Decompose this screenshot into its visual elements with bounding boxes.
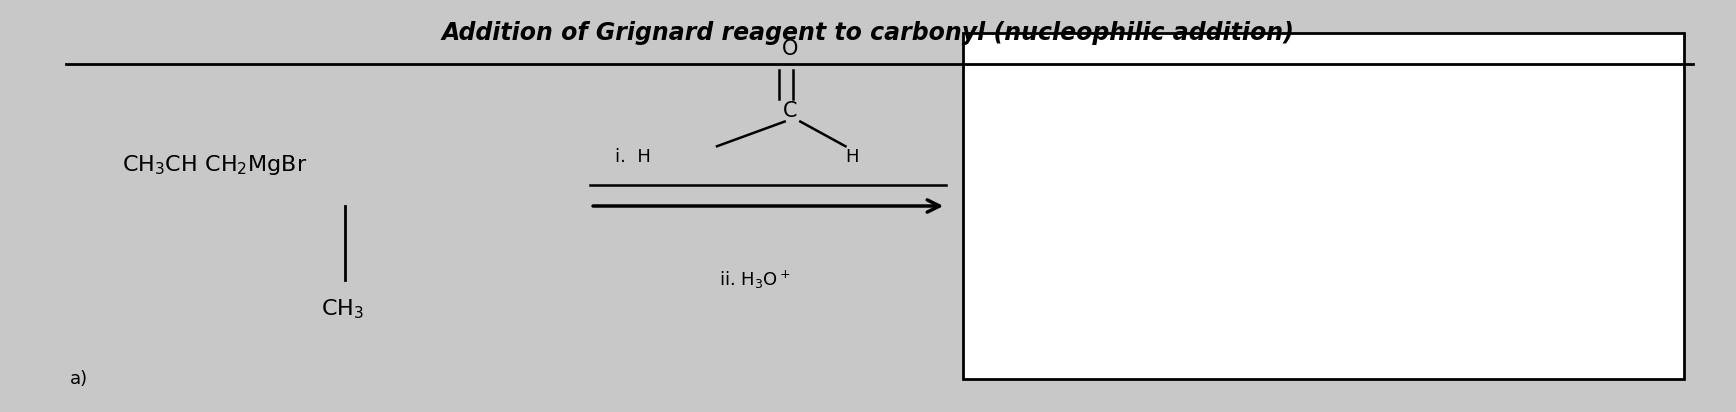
Text: i.  H: i. H [615,147,651,166]
Text: $\mathregular{CH_3}$: $\mathregular{CH_3}$ [321,297,365,321]
Text: H: H [845,147,859,166]
Text: Addition of Grignard reagent to carbonyl (nucleophilic addition): Addition of Grignard reagent to carbonyl… [441,21,1295,44]
Text: O: O [781,40,799,59]
Bar [963,33,1684,379]
Text: a): a) [69,370,87,388]
Text: ii. $\mathregular{H_3O^+}$: ii. $\mathregular{H_3O^+}$ [719,269,792,291]
Text: C: C [783,101,797,121]
Text: $\mathregular{CH_3CH\ CH_2MgBr}$: $\mathregular{CH_3CH\ CH_2MgBr}$ [122,153,307,177]
